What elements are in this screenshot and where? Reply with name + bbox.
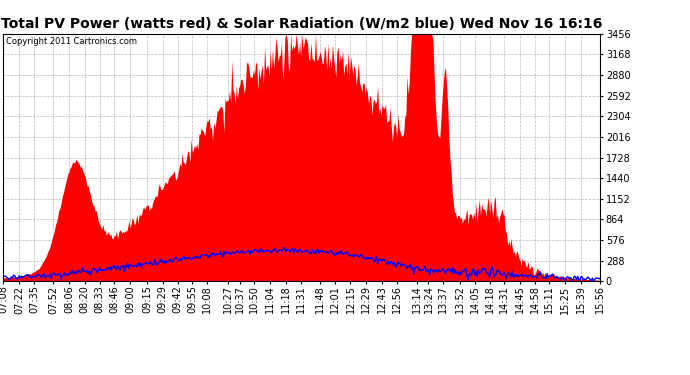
- Title: Total PV Power (watts red) & Solar Radiation (W/m2 blue) Wed Nov 16 16:16: Total PV Power (watts red) & Solar Radia…: [1, 17, 602, 31]
- Text: Copyright 2011 Cartronics.com: Copyright 2011 Cartronics.com: [6, 38, 137, 46]
